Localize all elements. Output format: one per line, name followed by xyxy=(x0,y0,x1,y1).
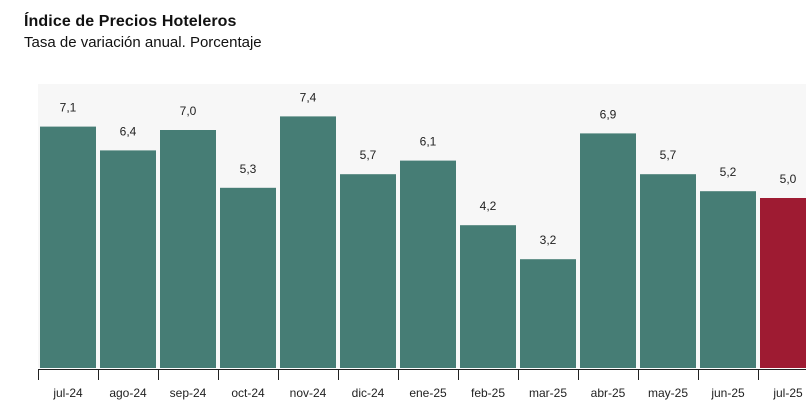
x-tick-label: abr-25 xyxy=(591,386,626,400)
x-tick-label: mar-25 xyxy=(529,386,567,400)
bar xyxy=(160,130,216,368)
x-tick-label: feb-25 xyxy=(471,386,505,400)
chart-header: Índice de Precios Hoteleros Tasa de vari… xyxy=(24,12,262,53)
x-tick-label: jul-24 xyxy=(52,386,83,400)
x-tick-label: jun-25 xyxy=(710,386,745,400)
bar xyxy=(700,191,756,368)
x-tick-label: ago-24 xyxy=(109,386,147,400)
value-labels-group: 7,1 6,4 7,0 5,3 7,4 5,7 6,1 4,2 3,2 6,9 5,7 5,2 5,0 xyxy=(60,90,797,247)
x-tick-label: may-25 xyxy=(648,386,688,400)
x-tick-label: ene-25 xyxy=(409,386,447,400)
bar xyxy=(520,259,576,368)
data-label: 5,7 xyxy=(660,148,677,162)
chart-title: Índice de Precios Hoteleros xyxy=(24,13,237,30)
bar xyxy=(640,174,696,368)
bar xyxy=(580,133,636,368)
data-label: 7,1 xyxy=(60,101,77,115)
data-label: 3,2 xyxy=(540,233,557,247)
bar xyxy=(460,225,516,368)
x-tick-label: oct-24 xyxy=(231,386,265,400)
data-label: 6,4 xyxy=(120,124,137,138)
bars-group xyxy=(40,116,806,369)
bar xyxy=(280,116,336,369)
bar xyxy=(40,126,96,368)
bar xyxy=(760,198,806,368)
x-tick-label: jul-25 xyxy=(772,386,803,400)
bar xyxy=(340,174,396,368)
data-label: 5,7 xyxy=(360,148,377,162)
x-axis-tick-labels: jul-24 ago-24 sep-24 oct-24 nov-24 dic-24 ene-… xyxy=(52,386,803,400)
x-axis-ticks xyxy=(38,369,759,380)
data-label: 6,1 xyxy=(420,135,437,149)
data-label: 7,0 xyxy=(180,104,197,118)
data-label: 6,9 xyxy=(600,107,617,121)
data-label: 5,0 xyxy=(780,172,797,186)
data-label: 4,2 xyxy=(480,199,497,213)
x-tick-label: sep-24 xyxy=(170,386,207,400)
x-tick-label: nov-24 xyxy=(290,386,327,400)
data-label: 5,2 xyxy=(720,165,737,179)
bar xyxy=(400,160,456,368)
bar xyxy=(220,187,276,368)
x-tick-label: dic-24 xyxy=(352,386,385,400)
chart-subtitle: Tasa de variación anual. Porcentaje xyxy=(24,34,262,51)
data-label: 7,4 xyxy=(300,90,317,104)
data-label: 5,3 xyxy=(240,162,257,176)
bar xyxy=(100,150,156,368)
